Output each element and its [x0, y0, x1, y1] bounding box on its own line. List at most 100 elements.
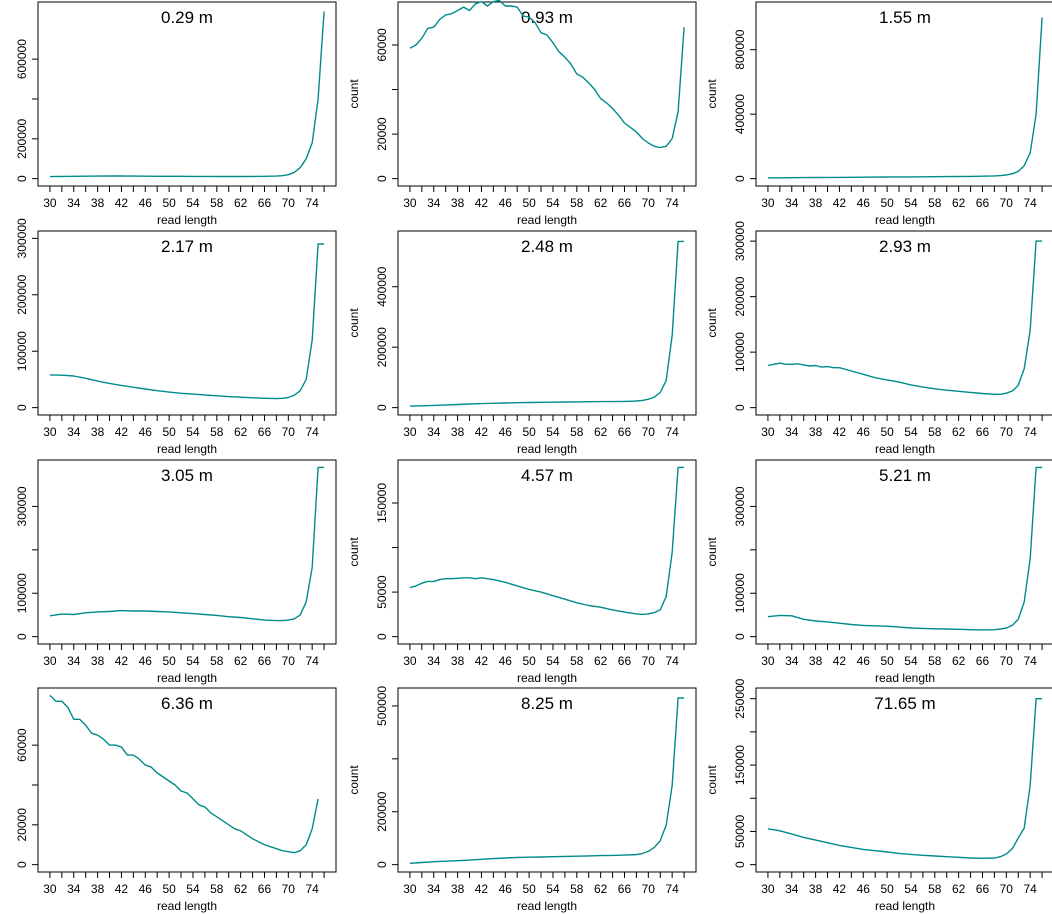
x-tick-label: 74	[665, 425, 679, 439]
y-axis-label: count	[0, 79, 1, 109]
chart-title: 3.05 m	[161, 466, 213, 485]
x-tick-label: 34	[67, 654, 81, 668]
plot-frame	[397, 230, 697, 416]
x-tick-label: 30	[761, 425, 775, 439]
y-tick-label: 200000	[15, 274, 29, 314]
x-tick-label: 30	[43, 425, 57, 439]
x-tick-label: 62	[952, 196, 966, 210]
y-tick-label: 100000	[733, 573, 747, 613]
y-tick-label: 250000	[733, 678, 747, 718]
plot-frame	[37, 1, 337, 187]
x-tick-label: 58	[570, 654, 584, 668]
x-tick-label: 62	[952, 882, 966, 896]
y-tick-label: 0	[375, 404, 389, 411]
x-tick-label: 58	[210, 882, 224, 896]
x-tick-label: 54	[546, 196, 560, 210]
x-tick-label: 54	[546, 882, 560, 896]
x-tick-label: 34	[785, 196, 799, 210]
x-tick-label: 34	[427, 654, 441, 668]
x-tick-label: 58	[570, 196, 584, 210]
x-tick-label: 70	[282, 654, 296, 668]
x-tick-label: 66	[618, 196, 632, 210]
chart-panel: 30 34 38 42 46 50 54 58 62 66 70 74 0 100000 300000 rea…	[0, 459, 337, 685]
y-axis-label: count	[705, 537, 719, 567]
x-tick-label: 34	[67, 196, 81, 210]
chart-title: 2.48 m	[521, 237, 573, 256]
y-tick-label: 50000	[733, 814, 747, 848]
chart-title: 4.57 m	[521, 466, 573, 485]
x-tick-label: 42	[115, 425, 129, 439]
y-tick-label: 0	[15, 861, 29, 868]
y-tick-label: 0	[15, 175, 29, 182]
y-tick-label: 200000	[733, 276, 747, 316]
y-tick-label: 500000	[375, 686, 389, 726]
y-tick-label: 60000	[375, 28, 389, 62]
x-axis-label: read length	[517, 899, 577, 913]
x-axis-label: read length	[875, 213, 935, 227]
chart-title: 1.55 m	[879, 8, 931, 27]
series-line	[409, 697, 685, 864]
y-axis-label: count	[347, 79, 361, 109]
x-tick-label: 38	[809, 882, 823, 896]
series-line	[49, 243, 325, 400]
y-tick-label: 100000	[15, 331, 29, 371]
x-tick-label: 66	[618, 425, 632, 439]
x-tick-label: 46	[857, 425, 871, 439]
x-tick-label: 46	[857, 654, 871, 668]
x-tick-label: 70	[642, 196, 656, 210]
x-tick-label: 70	[1000, 654, 1014, 668]
x-tick-label: 66	[976, 425, 990, 439]
x-tick-label: 62	[234, 425, 248, 439]
plot-frame	[37, 230, 337, 416]
x-tick-label: 38	[91, 882, 105, 896]
x-tick-label: 38	[91, 425, 105, 439]
y-tick-label: 200000	[15, 118, 29, 158]
chart-title: 0.29 m	[161, 8, 213, 27]
chart-title: 8.25 m	[521, 694, 573, 713]
x-axis-label: read length	[517, 671, 577, 685]
chart-panel: 30 34 38 42 46 50 54 58 62 66 70 74 0 50000 150000 read…	[347, 459, 697, 685]
y-tick-label: 100000	[733, 332, 747, 372]
series-line	[49, 11, 325, 178]
y-tick-label: 800000	[733, 29, 747, 69]
x-tick-label: 58	[210, 196, 224, 210]
x-tick-label: 70	[1000, 196, 1014, 210]
x-tick-label: 66	[258, 425, 272, 439]
y-axis-label: count	[705, 765, 719, 795]
x-tick-label: 30	[403, 882, 417, 896]
x-tick-label: 62	[594, 425, 608, 439]
x-tick-label: 74	[1023, 196, 1037, 210]
x-tick-label: 66	[976, 882, 990, 896]
x-tick-label: 30	[761, 654, 775, 668]
plot-frame	[397, 459, 697, 645]
x-tick-label: 30	[761, 196, 775, 210]
series-line	[49, 466, 325, 622]
y-tick-label: 200000	[375, 791, 389, 831]
series-line	[409, 0, 685, 149]
plot-frame	[755, 230, 1052, 416]
x-tick-label: 34	[785, 425, 799, 439]
y-tick-label: 0	[733, 175, 747, 182]
series-line	[49, 694, 319, 854]
x-axis-label: read length	[875, 671, 935, 685]
x-tick-label: 30	[43, 654, 57, 668]
series-line	[767, 466, 1043, 631]
x-tick-label: 38	[809, 654, 823, 668]
x-tick-label: 38	[809, 196, 823, 210]
x-tick-label: 30	[403, 654, 417, 668]
y-tick-label: 300000	[733, 486, 747, 526]
x-tick-label: 54	[904, 882, 918, 896]
chart-panel: 30 34 38 42 46 50 54 58 62 66 70 74 0 50000 150000 2500…	[705, 678, 1052, 913]
x-tick-label: 54	[904, 654, 918, 668]
chart-panel: 30 34 38 42 46 50 54 58 62 66 70 74 0 200000 600000 rea…	[0, 1, 337, 227]
x-tick-label: 34	[785, 654, 799, 668]
chart-title: 6.36 m	[161, 694, 213, 713]
x-tick-label: 42	[475, 882, 489, 896]
x-tick-label: 50	[880, 882, 894, 896]
y-tick-label: 400000	[375, 266, 389, 306]
x-tick-label: 74	[305, 654, 319, 668]
x-tick-label: 38	[91, 654, 105, 668]
x-tick-label: 30	[403, 196, 417, 210]
chart-panel: 30 34 38 42 46 50 54 58 62 66 70 74 0 20000 60000 read …	[347, 0, 697, 227]
plot-frame	[755, 1, 1052, 187]
